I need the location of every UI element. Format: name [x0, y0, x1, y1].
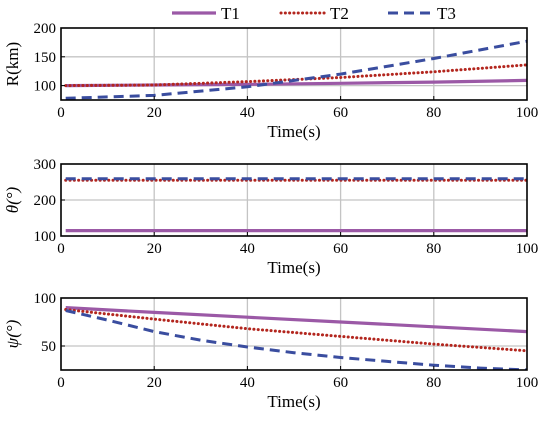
x-tick-label: 80: [426, 241, 441, 257]
y-tick-label: 100: [34, 229, 57, 245]
x-tick-label: 40: [240, 241, 255, 257]
series-group: [64, 306, 527, 370]
series-group: [64, 39, 527, 100]
series-line-t3: [65, 309, 527, 370]
axes-box: [60, 297, 528, 371]
y-tick-label: 200: [34, 193, 57, 209]
y-tick-label: 300: [34, 157, 57, 173]
panel-1: 0 20 40 60 80 100 100 150 200 Time(s) R(km): [3, 21, 538, 141]
series-line-t3: [65, 39, 527, 100]
x-tick-label: 80: [426, 375, 441, 391]
legend: T1 T2 T3: [172, 4, 456, 23]
y-axis-label: ψ(°): [3, 319, 22, 348]
x-tick-label: 60: [333, 241, 348, 257]
x-axis-label: Time(s): [267, 122, 320, 141]
y-tick-label: 50: [41, 339, 56, 355]
panel-2: 0 20 40 60 80 100 100 200 300 Time(s) θ(°): [3, 157, 538, 277]
x-axis-label: Time(s): [267, 258, 320, 277]
y-tick-label: 150: [34, 50, 57, 66]
x-tick-label: 40: [240, 105, 255, 121]
x-tick-label: 0: [57, 105, 65, 121]
x-tick-label: 20: [147, 241, 162, 257]
x-tick-label: 40: [240, 375, 255, 391]
legend-label-t2: T2: [330, 4, 349, 23]
y-tick-label: 100: [34, 291, 57, 307]
series-line-t1: [65, 306, 527, 334]
x-tick-label: 0: [57, 375, 65, 391]
y-axis-label: R(km): [3, 42, 22, 86]
x-tick-label: 100: [516, 105, 539, 121]
x-tick-label: 0: [57, 241, 65, 257]
series-group: [64, 177, 527, 233]
axes-box: [60, 27, 528, 101]
y-tick-label: 100: [34, 79, 57, 95]
x-axis-label: Time(s): [267, 392, 320, 411]
x-tick-label: 20: [147, 105, 162, 121]
x-tick-label: 80: [426, 105, 441, 121]
series-line-t2: [64, 308, 527, 353]
y-tick-label: 200: [34, 21, 57, 37]
y-axis-label: θ(°): [3, 186, 22, 213]
x-tick-label: 20: [147, 375, 162, 391]
x-tick-label: 60: [333, 105, 348, 121]
legend-label-t1: T1: [221, 4, 240, 23]
panel-3: 0 20 40 60 80 100 50 100 Time(s) ψ(°): [3, 291, 538, 411]
legend-label-t3: T3: [437, 4, 456, 23]
x-tick-label: 60: [333, 375, 348, 391]
x-tick-label: 100: [516, 375, 539, 391]
x-tick-label: 100: [516, 241, 539, 257]
